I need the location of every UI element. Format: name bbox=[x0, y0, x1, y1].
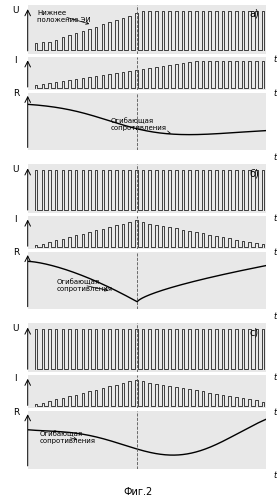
Text: Огибающая
сопротивления: Огибающая сопротивления bbox=[56, 278, 112, 292]
Text: а): а) bbox=[249, 9, 259, 19]
Text: t: t bbox=[273, 55, 276, 64]
Text: t: t bbox=[273, 249, 276, 257]
Text: R: R bbox=[13, 249, 19, 257]
Text: U: U bbox=[12, 165, 19, 174]
Text: Нижнее
положение ЭИ: Нижнее положение ЭИ bbox=[37, 10, 91, 24]
Text: R: R bbox=[13, 89, 19, 98]
Text: U: U bbox=[12, 324, 19, 333]
Text: с): с) bbox=[250, 327, 259, 337]
Text: t: t bbox=[273, 373, 276, 382]
Text: t: t bbox=[273, 89, 276, 98]
Text: U: U bbox=[12, 6, 19, 15]
Text: t: t bbox=[273, 471, 276, 480]
Text: t: t bbox=[273, 153, 276, 162]
Text: I: I bbox=[14, 374, 17, 383]
Text: t: t bbox=[273, 408, 276, 417]
Text: б): б) bbox=[249, 168, 259, 178]
Text: Огибающая
сопротивления: Огибающая сопротивления bbox=[40, 430, 96, 444]
Text: R: R bbox=[13, 408, 19, 417]
Text: I: I bbox=[14, 215, 17, 224]
Text: t: t bbox=[273, 214, 276, 223]
Text: Фиг.2: Фиг.2 bbox=[124, 487, 153, 497]
Text: Огибающая
сопротивления: Огибающая сопротивления bbox=[111, 117, 170, 134]
Text: I: I bbox=[14, 56, 17, 65]
Text: t: t bbox=[273, 312, 276, 321]
